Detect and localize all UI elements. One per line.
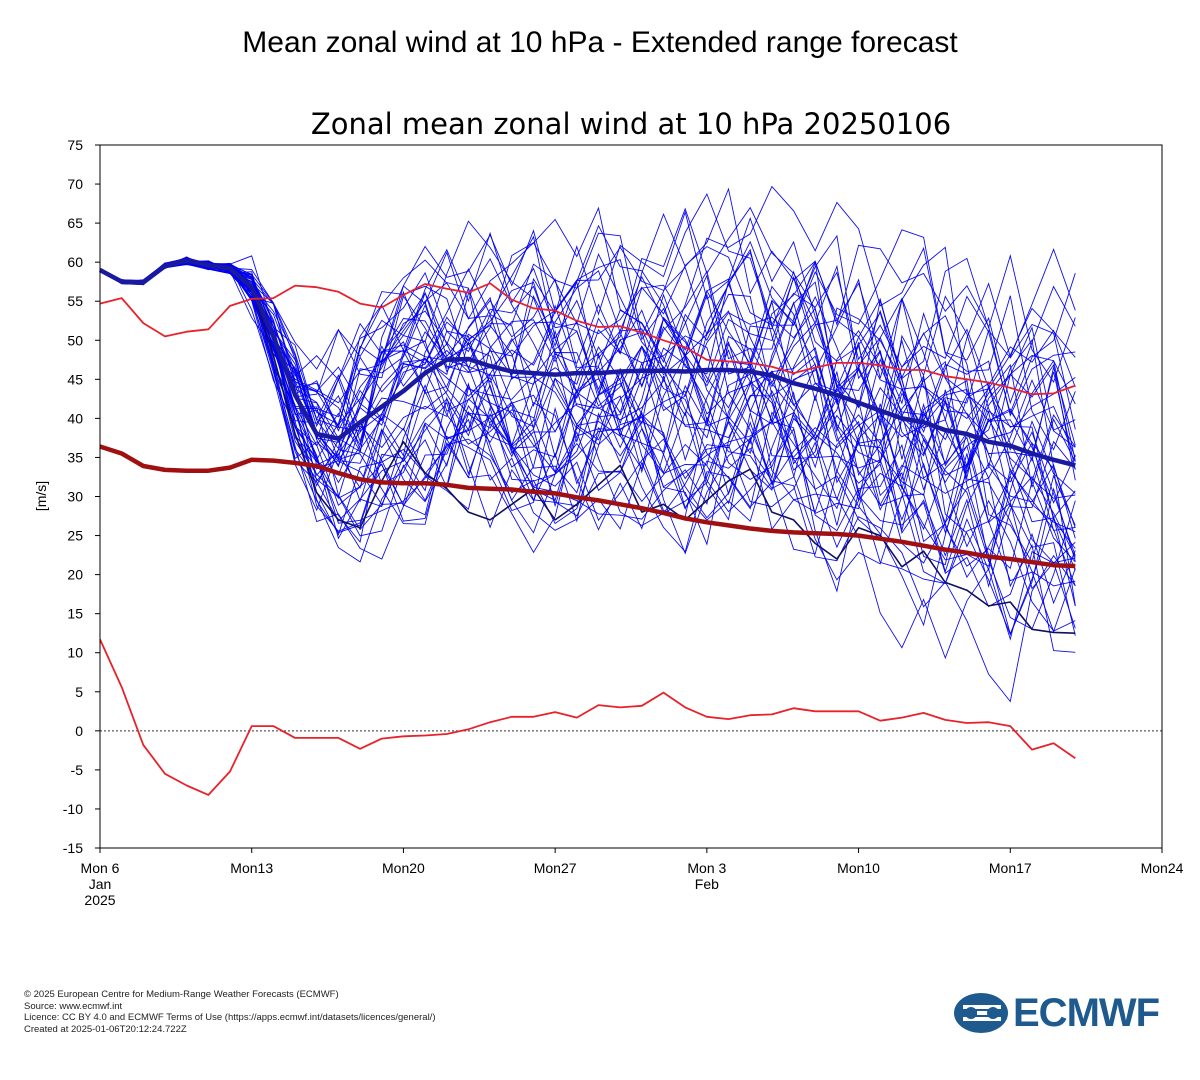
y-tick-label: -15: [63, 840, 83, 856]
x-tick-label: Mon10: [837, 860, 880, 876]
ensemble-members: [99, 185, 1076, 703]
ensemble-member-line: [99, 261, 1076, 636]
y-tick-label: -10: [63, 801, 83, 817]
y-tick-label: 25: [67, 528, 83, 544]
y-tick-label: 70: [67, 176, 83, 192]
ensemble-member-line: [99, 258, 1076, 570]
zonal-wind-chart: Zonal mean zonal wind at 10 hPa 20250106…: [33, 107, 1184, 908]
y-tick-label: 20: [67, 567, 83, 583]
y-tick-label: -5: [71, 762, 84, 778]
y-tick-label: 60: [67, 254, 83, 270]
created-line: Created at 2025-01-06T20:12:24.722Z: [24, 1023, 187, 1035]
x-tick-label: Mon 3: [687, 860, 726, 876]
y-tick-label: 15: [67, 606, 83, 622]
ensemble-member-line: [99, 261, 1076, 608]
y-tick-label: 10: [67, 645, 83, 661]
x-tick-label: Mon 6: [81, 860, 120, 876]
ecmwf-logo: ECMWF: [953, 990, 1183, 1036]
highlighted-series: [98, 258, 1162, 796]
x-tick-label: 2025: [84, 892, 115, 908]
ecmwf-emblem-icon: [954, 993, 1008, 1033]
x-tick-label: Mon27: [534, 860, 577, 876]
y-tick-label: 0: [75, 723, 83, 739]
climatology-min-line: [99, 639, 1076, 796]
ensemble-member-line: [99, 258, 1076, 549]
ensemble-member-line: [99, 260, 1076, 630]
ensemble-member-line: [99, 210, 1076, 429]
page-title: Mean zonal wind at 10 hPa - Extended ran…: [242, 26, 958, 59]
climatology-max-line: [99, 282, 1076, 396]
ensemble-member-line: [99, 259, 1076, 540]
ecmwf-logo-text: ECMWF: [1013, 991, 1160, 1035]
y-axis-label: [m/s]: [33, 481, 49, 511]
ensemble-member-line: [99, 263, 1076, 606]
x-tick-label: Mon13: [230, 860, 273, 876]
y-tick-label: 40: [67, 410, 83, 426]
y-tick-label: 75: [67, 137, 83, 153]
credits: © 2025 European Centre for Medium-Range …: [24, 989, 436, 1035]
y-tick-label: 30: [67, 489, 83, 505]
y-tick-label: 55: [67, 293, 83, 309]
x-tick-label: Feb: [695, 876, 719, 892]
control-line: [99, 259, 1076, 634]
chart-title: Zonal mean zonal wind at 10 hPa 20250106: [311, 107, 951, 141]
y-tick-label: 65: [67, 215, 83, 231]
axes: -15-10-5051015202530354045505560657075Mo…: [63, 137, 1184, 908]
source-line: Source: www.ecmwf.int: [24, 1000, 123, 1012]
ensemble-member-line: [99, 229, 1076, 450]
y-tick-label: 45: [67, 371, 83, 387]
x-tick-label: Mon20: [382, 860, 425, 876]
ensemble-member-line: [99, 235, 1076, 462]
licence-line: Licence: CC BY 4.0 and ECMWF Terms of Us…: [24, 1012, 436, 1023]
x-tick-label: Jan: [89, 876, 112, 892]
copyright-line: © 2025 European Centre for Medium-Range …: [24, 989, 339, 1000]
y-tick-label: 5: [75, 684, 83, 700]
x-tick-label: Mon17: [989, 860, 1032, 876]
ensemble-member-line: [99, 263, 1076, 636]
climatology-mean-line: [99, 444, 1076, 569]
ensemble-member-line: [99, 264, 1076, 564]
x-tick-label: Mon24: [1141, 860, 1184, 876]
y-tick-label: 50: [67, 332, 83, 348]
y-tick-label: 35: [67, 449, 83, 465]
ensemble-mean-line: [98, 258, 1076, 468]
ensemble-member-line: [99, 261, 1076, 588]
